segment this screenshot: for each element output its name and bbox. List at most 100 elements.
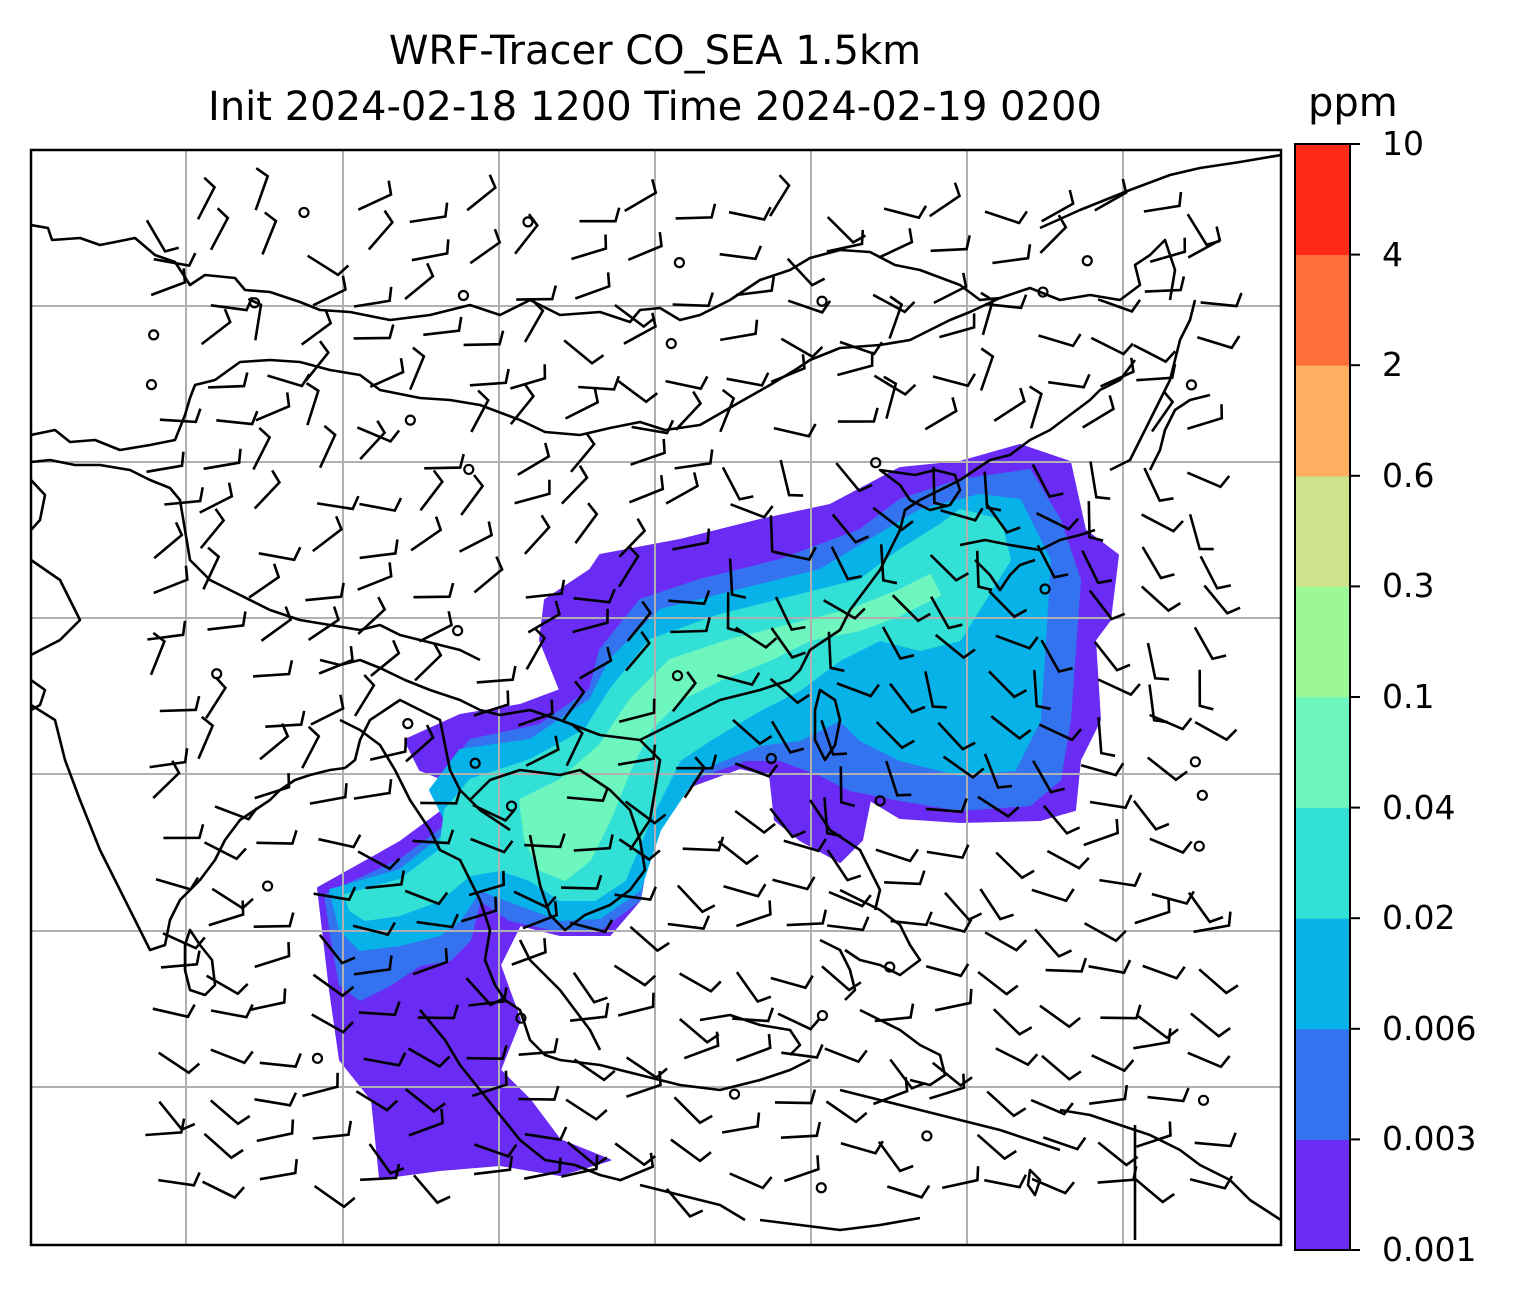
- title-line-1: WRF-Tracer CO_SEA 1.5km: [388, 28, 922, 74]
- wind-barb: [369, 737, 408, 761]
- coastline-segment: [339, 718, 492, 931]
- wind-barb: [466, 1044, 508, 1061]
- wind-barb: [716, 671, 761, 687]
- wind-barb: [836, 682, 880, 698]
- wind-barb: [353, 324, 395, 340]
- wind-barb: [984, 1174, 1028, 1189]
- wind-barb: [414, 642, 443, 682]
- wind-barb: [883, 205, 928, 220]
- coastline-segment: [759, 1216, 921, 1232]
- wind-barb: [256, 829, 298, 845]
- wind-barb: [160, 950, 201, 969]
- wind-barb: [827, 631, 845, 673]
- wind-barb: [301, 725, 321, 769]
- wind-barb: [1097, 1165, 1138, 1184]
- coastline-segment: [31, 296, 1001, 452]
- colorbar-tick-label: 0.1: [1382, 677, 1435, 716]
- coastline-segment: [559, 1058, 811, 1092]
- wind-barb: [199, 482, 234, 514]
- wind-barb: [941, 1166, 980, 1190]
- wind-barb: [208, 372, 249, 389]
- wind-barb: [617, 545, 640, 588]
- wind-barb: [888, 295, 904, 339]
- wind-barb: [734, 762, 779, 778]
- wind-barb: [1143, 467, 1174, 503]
- wind-barb: [623, 312, 657, 345]
- wind-barb: [359, 539, 399, 560]
- wind-barb: [363, 1052, 407, 1067]
- wind-barb: [732, 718, 773, 746]
- wind-barb: [369, 358, 405, 388]
- wind-barb: [360, 1163, 401, 1182]
- colorbar-segment: [1295, 697, 1350, 809]
- calm-wind-marker: [261, 880, 274, 892]
- wind-barb: [723, 883, 767, 898]
- wind-barb: [980, 291, 995, 336]
- wind-barb: [514, 479, 551, 505]
- wind-barb: [983, 471, 1002, 512]
- wind-barb: [471, 1070, 508, 1098]
- wind-barb: [368, 1143, 405, 1175]
- wind-barb: [1149, 713, 1193, 731]
- wind-barb: [625, 630, 651, 672]
- wind-barb: [419, 469, 444, 512]
- wind-barb: [839, 766, 856, 808]
- coastline-segment: [31, 558, 82, 657]
- wind-barb: [476, 665, 517, 684]
- wind-barb: [1035, 512, 1080, 531]
- wind-barb: [578, 646, 613, 680]
- calm-wind-marker: [469, 757, 481, 769]
- wind-barb: [616, 379, 659, 404]
- wind-barb: [470, 389, 490, 433]
- wind-barb: [311, 1013, 355, 1034]
- wind-barb: [463, 330, 505, 347]
- wind-barb: [618, 518, 647, 558]
- calm-wind-marker: [522, 216, 534, 228]
- wind-barb: [210, 1048, 254, 1065]
- colorbar-tick-label: 0.04: [1382, 787, 1456, 827]
- wind-barb: [313, 1185, 356, 1209]
- colorbar-segment: [1295, 254, 1350, 366]
- wind-barb: [1087, 501, 1104, 542]
- wind-barb: [874, 1003, 915, 1023]
- calm-wind-marker: [1037, 286, 1049, 298]
- wind-barb: [872, 1076, 909, 1106]
- wind-barb: [514, 213, 539, 255]
- wind-barb: [466, 174, 497, 212]
- wind-barb: [573, 588, 616, 604]
- wind-barb: [674, 449, 714, 470]
- colorbar-segment: [1295, 807, 1350, 919]
- wind-barb: [517, 442, 551, 476]
- wind-barb: [564, 388, 600, 420]
- wind-barb: [461, 896, 498, 923]
- map-frame: [29, 148, 1283, 1247]
- wind-barb: [821, 965, 862, 992]
- wind-barb: [1133, 1028, 1172, 1050]
- wind-barb: [579, 207, 621, 223]
- wind-barb: [1149, 237, 1187, 263]
- wind-barb: [352, 921, 397, 937]
- wind-barb: [675, 203, 717, 220]
- wind-barb: [522, 901, 558, 930]
- colorbar: [1294, 143, 1360, 1251]
- wind-barb: [305, 382, 320, 426]
- wind-barb: [153, 565, 189, 595]
- wind-barb: [1142, 964, 1186, 980]
- wind-barb: [1082, 395, 1116, 429]
- wind-barb: [780, 337, 824, 359]
- title-line-2: Init 2024-02-18 1200 Time 2024-02-19 020…: [208, 84, 1102, 130]
- wind-barb: [216, 410, 259, 426]
- wind-barb: [931, 1061, 973, 1088]
- calm-wind-marker: [404, 414, 416, 426]
- wind-barb: [417, 1004, 459, 1020]
- calm-wind-marker: [457, 289, 470, 302]
- wind-barb: [560, 874, 603, 890]
- wind-barb: [872, 506, 914, 532]
- wind-barb: [258, 546, 302, 562]
- wind-barb: [979, 347, 995, 391]
- wind-barb: [353, 955, 393, 976]
- wind-barb: [1091, 1054, 1135, 1073]
- wind-barb: [469, 368, 510, 387]
- wind-barb: [365, 870, 405, 890]
- wind-barb: [678, 972, 722, 993]
